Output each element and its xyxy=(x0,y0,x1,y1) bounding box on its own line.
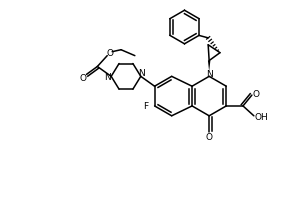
Text: O: O xyxy=(79,73,86,82)
Text: OH: OH xyxy=(255,113,269,122)
Text: F: F xyxy=(143,102,148,111)
Text: O: O xyxy=(252,89,259,98)
Text: O: O xyxy=(206,132,213,141)
Polygon shape xyxy=(208,61,210,72)
Text: N: N xyxy=(138,69,145,78)
Text: N: N xyxy=(104,72,111,81)
Text: O: O xyxy=(107,49,114,58)
Text: N: N xyxy=(206,70,212,79)
